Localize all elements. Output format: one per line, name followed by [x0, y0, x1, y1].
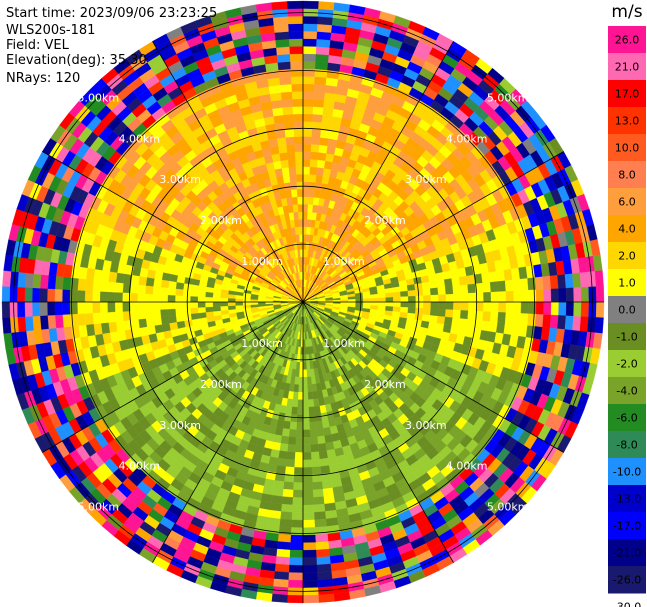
colorbar-tick-label: 26.0	[615, 34, 640, 47]
colorbar-tick-label: 2.0	[618, 250, 636, 263]
colorbar-tick-label: -4.0	[616, 385, 637, 398]
velocity-gates	[1, 0, 605, 604]
colorbar-tick-label: 21.0	[615, 61, 640, 74]
colorbar-tick-label: 6.0	[618, 196, 636, 209]
colorbar-tick-label: -17.0	[613, 520, 641, 533]
colorbar-tick-label: -6.0	[616, 412, 637, 425]
colorbar-tick-label: -13.0	[613, 493, 641, 506]
colorbar-tick-label: 17.0	[615, 88, 640, 101]
colorbar-tick-label: -2.0	[616, 358, 637, 371]
colorbar-tick-label: 13.0	[615, 115, 640, 128]
colorbar-unit: m/s	[611, 2, 642, 22]
colorbar-tick-label: -30.0	[613, 601, 641, 607]
colorbar-tick-label: -26.0	[613, 574, 641, 587]
colorbar-tick-label: 0.0	[618, 304, 636, 317]
colorbar-tick-label: -1.0	[616, 331, 637, 344]
colorbar-tick-label: -8.0	[616, 439, 637, 452]
colorbar-tick-label: 1.0	[618, 277, 636, 290]
colorbar-tick-label: 4.0	[618, 223, 636, 236]
colorbar-tick-label: 8.0	[618, 169, 636, 182]
colorbar-tick-label: 10.0	[615, 142, 640, 155]
colorbar-tick-label: -10.0	[613, 466, 641, 479]
colorbar-tick-label: -21.0	[613, 547, 641, 560]
